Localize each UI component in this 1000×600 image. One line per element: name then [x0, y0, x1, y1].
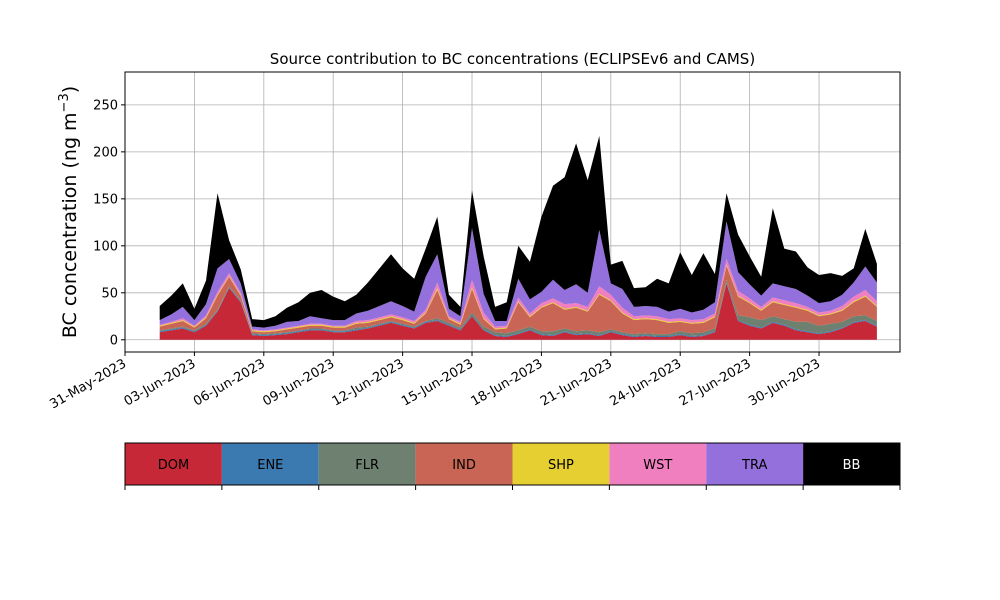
y-tick-label: 0	[110, 333, 118, 348]
chart-title: Source contribution to BC concentrations…	[270, 50, 755, 68]
legend-label-dom: DOM	[158, 458, 189, 473]
area-bb	[159, 135, 877, 328]
y-tick-label: 250	[93, 98, 118, 113]
legend-swatch-bb	[803, 443, 900, 485]
y-tick-label: 50	[101, 286, 118, 301]
area-flr	[159, 279, 877, 336]
legend: DOM ENE FLR IND SHP WST TRA BB	[124, 442, 901, 490]
x-tick-label: 12-Jun-2023	[330, 356, 407, 409]
area-tra	[159, 221, 877, 331]
x-tick-label: 03-Jun-2023	[122, 356, 199, 409]
area-dom	[159, 283, 877, 340]
legend-swatch-wst	[609, 443, 707, 485]
legend-label-ind: IND	[452, 458, 476, 473]
y-tick-label: 100	[93, 239, 118, 254]
y-tick-label: 150	[93, 192, 118, 207]
legend-label-tra: TRA	[741, 458, 767, 473]
y-axis-label: BC concentration (ng m−3)	[57, 86, 81, 338]
legend-label-bb: BB	[843, 458, 861, 473]
x-tick-label: 06-Jun-2023	[191, 356, 268, 409]
legend-swatch-flr	[318, 443, 416, 485]
x-tick-label: 31-May-2023	[47, 356, 129, 412]
legend-swatch-tra	[706, 443, 804, 485]
x-axis: 31-May-202303-Jun-202306-Jun-202309-Jun-…	[47, 352, 823, 412]
x-tick-label: 15-Jun-2023	[399, 356, 476, 409]
x-tick-label: 21-Jun-2023	[538, 356, 615, 409]
legend-label-shp: SHP	[548, 458, 574, 473]
stacked-areas	[159, 135, 877, 340]
legend-swatch-ene	[221, 443, 319, 485]
legend-label-wst: WST	[643, 458, 672, 473]
area-ene	[159, 282, 877, 337]
legend-label-flr: FLR	[355, 458, 379, 473]
x-tick-label: 18-Jun-2023	[469, 356, 546, 409]
y-tick-label: 200	[93, 145, 118, 160]
x-tick-label: 09-Jun-2023	[260, 356, 337, 409]
legend-swatch-ind	[415, 443, 513, 485]
legend-swatch-shp	[512, 443, 610, 485]
x-tick-label: 27-Jun-2023	[677, 356, 754, 409]
area-ind	[159, 265, 877, 335]
x-tick-label: 24-Jun-2023	[607, 356, 684, 409]
plot-frame	[124, 71, 901, 353]
legend-label-ene: ENE	[257, 458, 283, 473]
legend-swatch-dom	[125, 443, 222, 485]
x-tick-label: 30-Jun-2023	[746, 356, 823, 409]
y-axis: 0 50 100 150 200 250	[93, 98, 125, 348]
